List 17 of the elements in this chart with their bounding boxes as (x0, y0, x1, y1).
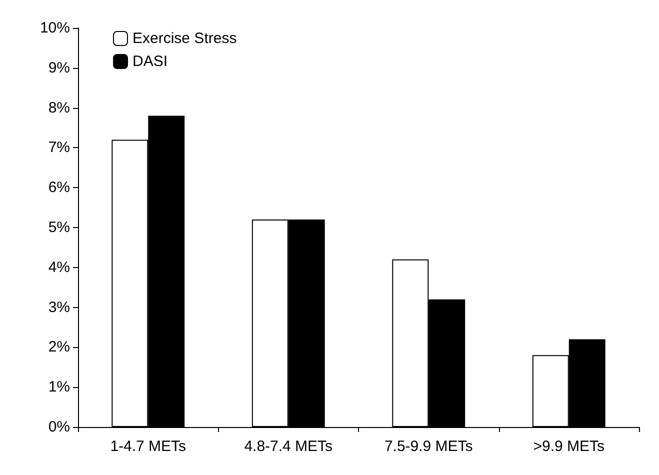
y-tick-label: 2% (48, 338, 70, 356)
x-tick-label: 7.5-9.9 METs (384, 438, 473, 455)
x-tick-label: >9.9 METs (533, 438, 605, 455)
y-tick-label: 5% (48, 219, 70, 236)
y-tick-label: 4% (48, 258, 70, 276)
x-tick-label: 1-4.7 METs (110, 438, 186, 455)
y-tick-label: 3% (48, 298, 70, 316)
y-tick-label: 7% (48, 139, 70, 156)
y-tick-label: 1% (48, 378, 70, 396)
legend-label: Exercise Stress (132, 30, 237, 47)
y-tick-label: 8% (48, 99, 70, 116)
y-tick-label: 10% (40, 20, 70, 36)
y-tick-label: 9% (48, 59, 70, 76)
y-tick-label: 0% (48, 418, 70, 436)
legend-label: DASI (132, 53, 168, 70)
y-tick-label: 6% (48, 179, 70, 196)
x-tick-label: 4.8-7.4 METs (244, 438, 333, 455)
